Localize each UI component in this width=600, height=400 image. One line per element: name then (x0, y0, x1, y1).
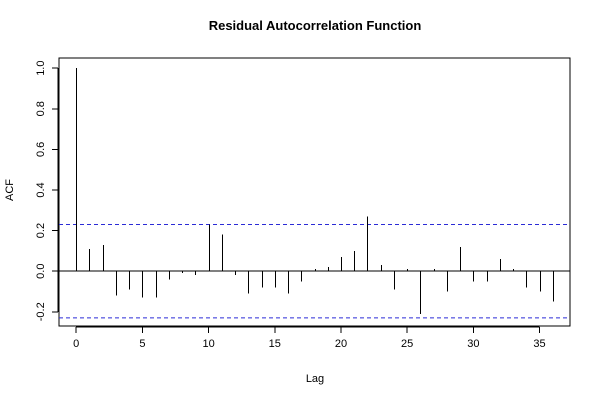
y-tick-label--0.2: -0.2 (35, 302, 47, 321)
y-tick-label-0.2: 0.2 (35, 223, 47, 238)
x-tick-label-15: 15 (269, 338, 281, 350)
plot-frame (58, 57, 571, 327)
y-tick-label-1.0: 1.0 (35, 61, 47, 76)
x-tick-label-10: 10 (202, 338, 214, 350)
y-tick-label-0.8: 0.8 (35, 101, 47, 116)
x-tick-label-20: 20 (335, 338, 347, 350)
x-tick-label-5: 5 (139, 338, 145, 350)
y-axis-label: ACF (4, 179, 16, 201)
x-tick-label-35: 35 (533, 338, 545, 350)
x-tick-label-30: 30 (467, 338, 479, 350)
plot-area: 0 5 10 15 20 25 30 35 -0.2 0.0 0.2 0.4 0.6 0.8 1.0 (35, 57, 571, 350)
y-tick-label-0.0: 0.0 (35, 264, 47, 279)
y-tick-label-0.4: 0.4 (35, 182, 47, 197)
x-tick-label-25: 25 (401, 338, 413, 350)
chart-title: Residual Autocorrelation Function (209, 18, 422, 33)
x-axis-label: Lag (306, 373, 324, 385)
y-tick-label-0.6: 0.6 (35, 142, 47, 157)
x-tick-label-0: 0 (73, 338, 79, 350)
